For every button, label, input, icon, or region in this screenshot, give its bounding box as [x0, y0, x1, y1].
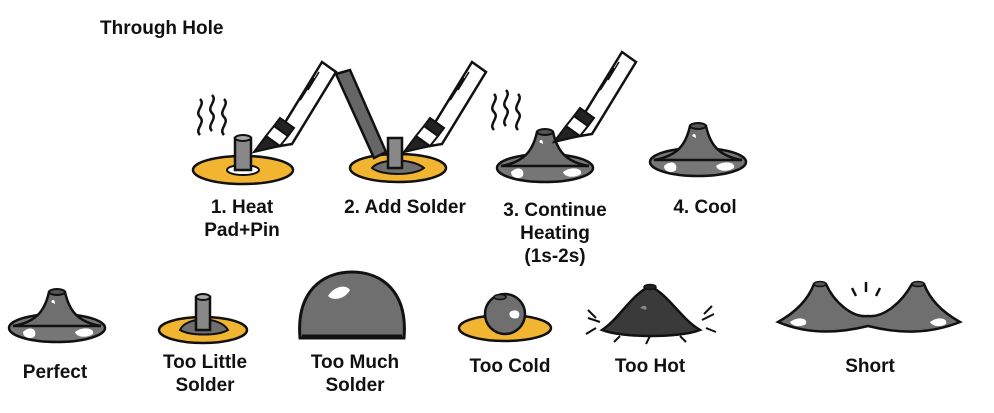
outcome-perfect-illustration	[7, 287, 107, 344]
outcome-short-illustration	[775, 280, 963, 333]
step-label-line: 4. Cool	[673, 197, 737, 218]
outcome-label-too-much: Too Much Solder	[300, 352, 410, 398]
outcome-label-line: Too Hot	[614, 356, 686, 377]
outcome-label-line: Short	[845, 356, 895, 377]
outcome-label-line: Too Much	[310, 352, 400, 373]
outcome-label-short: Short	[830, 356, 910, 379]
outcome-label-line: Too Cold	[469, 356, 551, 377]
outcome-label-line: Too Little	[162, 352, 248, 373]
outcome-too-little-illustration	[157, 293, 249, 345]
outcome-label-line: Solder	[175, 374, 235, 396]
outcome-label-line: Perfect	[22, 362, 88, 383]
step-label-add-solder: 2. Add Solder	[330, 197, 480, 220]
step-add-solder-illustration	[334, 60, 488, 184]
step-label-continue-heating: 3. Continue Heating (1s-2s)	[490, 200, 620, 268]
step-heat-illustration	[191, 60, 338, 186]
step-label-line: 1. Heat	[210, 197, 274, 218]
step-label-heat: 1. Heat Pad+Pin	[182, 197, 302, 243]
outcome-too-much-illustration	[298, 270, 406, 340]
outcome-label-too-hot: Too Hot	[600, 356, 700, 379]
outcome-label-too-cold: Too Cold	[455, 356, 565, 379]
diagram-title: Through Hole	[100, 18, 224, 39]
step-label-cool: 4. Cool	[660, 197, 750, 220]
outcome-label-line: Solder	[325, 374, 385, 396]
outcome-label-perfect: Perfect	[10, 362, 100, 385]
outcome-label-too-little: Too Little Solder	[150, 352, 260, 398]
step-label-line: 2. Add Solder	[344, 197, 466, 218]
step-label-line: 3. Continue	[503, 200, 607, 221]
outcome-too-cold-illustration	[457, 292, 553, 343]
step-cool-illustration	[648, 121, 748, 178]
step-continue-heating-illustration	[491, 50, 638, 184]
outcome-too-hot-illustration	[585, 283, 717, 345]
step-label-line: Heating	[520, 222, 590, 244]
step-label-line: Pad+Pin	[204, 219, 280, 241]
step-label-line: (1s-2s)	[524, 245, 586, 267]
